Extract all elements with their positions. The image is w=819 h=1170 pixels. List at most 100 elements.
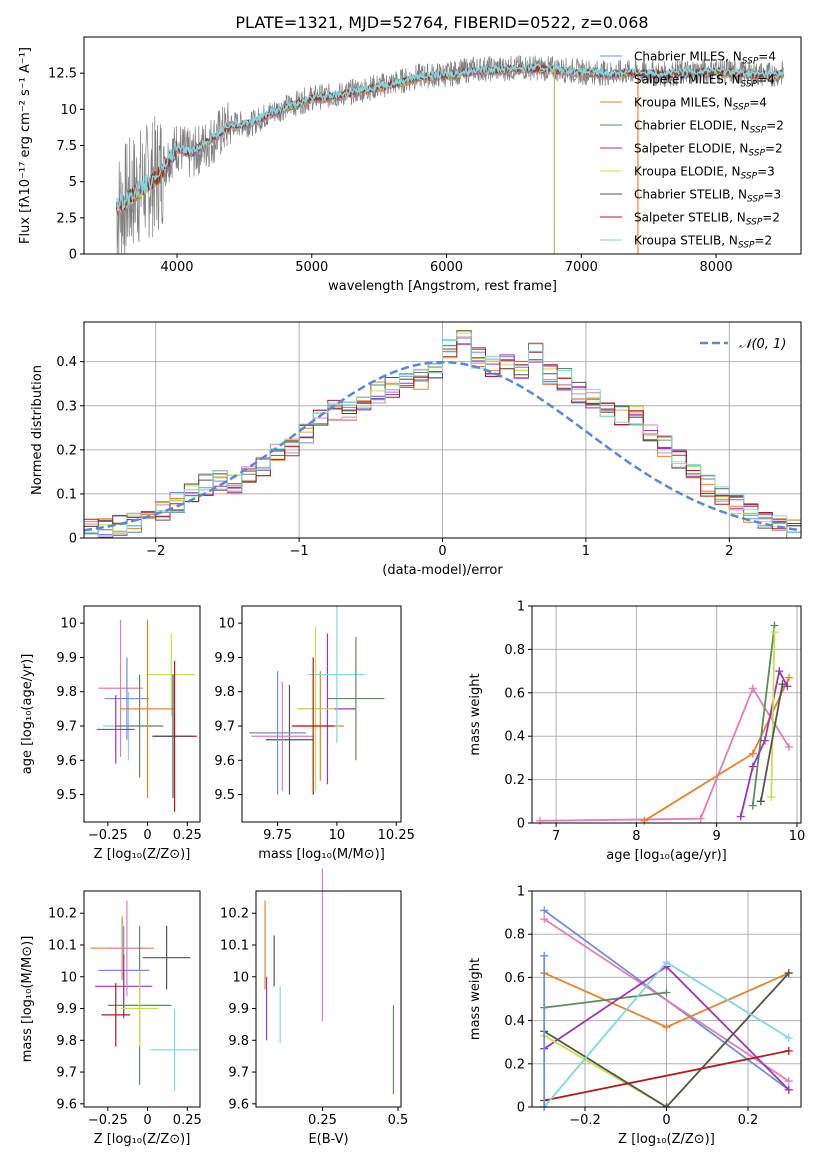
- weight-series: [540, 915, 793, 1086]
- y-tick-label: 9.9: [228, 1002, 249, 1017]
- y-tick-label: 10: [60, 617, 77, 632]
- weight-marker: [540, 906, 549, 915]
- panel-z_vs_age: −0.25 0 0.25 9.5 9.6 9.7 9.8 9.9 10 Z [log₁₀(Z/Z⊙…: [20, 605, 202, 862]
- weight-series: [756, 680, 787, 806]
- y-axis-label: Normed distribution: [30, 365, 45, 495]
- x-tick-label: 8: [632, 829, 640, 844]
- data-point: [115, 674, 164, 778]
- weight-marker: [784, 1085, 793, 1094]
- plot-area: [264, 868, 395, 1095]
- x-tick-label: −1: [290, 544, 309, 559]
- y-tick-label: 9.7: [56, 1066, 77, 1081]
- weight-marker: [540, 915, 549, 924]
- x-tick-label: 9.75: [263, 828, 292, 843]
- plot-area: [96, 619, 197, 812]
- x-axis-label: mass [log₁₀(M/M⊙)]: [258, 847, 385, 862]
- x-tick-label: −0.25: [88, 828, 128, 843]
- y-tick-label: 0.6: [504, 971, 525, 986]
- y-tick-label: 5: [69, 175, 77, 190]
- panel-weight_vs_age: 7 8 9 10 0 0.2 0.4 0.6 0.8 1 age [log₁₀(age/yr)] ma…: [468, 600, 805, 864]
- x-tick-label: 0: [143, 828, 151, 843]
- weight-marker: [536, 816, 545, 825]
- axes-frame: [241, 605, 402, 823]
- y-tick-label: 9.8: [214, 685, 235, 700]
- y-tick-label: 9.7: [228, 1066, 249, 1081]
- weight-marker: [784, 1033, 793, 1042]
- y-tick-label: 0.3: [56, 399, 77, 414]
- y-tick-label: 10: [60, 103, 77, 118]
- weight-series: [640, 673, 793, 825]
- weight-marker: [662, 958, 671, 967]
- weight-series: [536, 684, 793, 825]
- x-axis-label: age [log₁₀(age/yr)]: [606, 848, 727, 863]
- weight-marker: [748, 749, 757, 758]
- data-point: [296, 626, 335, 792]
- histogram-series: [83, 336, 801, 538]
- data-point: [120, 619, 175, 798]
- y-tick-label: 1: [517, 885, 525, 900]
- histogram-series: [83, 337, 801, 538]
- weight-marker: [767, 792, 776, 801]
- y-tick-label: 0.4: [504, 730, 525, 745]
- y-tick-label: 9.6: [228, 1097, 249, 1112]
- x-tick-label: 0.25: [308, 1113, 337, 1128]
- spectrum-legend: Chabrier MILES, NSSP=4 Salpeter MILES, NS…: [600, 50, 784, 251]
- data-point: [265, 684, 314, 795]
- panel-z_vs_mass: −0.25 0 0.25 9.6 9.7 9.8 9.9 10 10.1 10.2 Z [log₁₀…: [20, 890, 202, 1147]
- y-tick-label: 0.8: [504, 643, 525, 658]
- panel-spectrum: 4000 5000 6000 7000 8000 0 2.5 5 7.5 10 12.5 wavele…: [18, 36, 802, 294]
- y-axis-label: mass [log₁₀(M/M⊙)]: [20, 936, 35, 1063]
- weight-line: [751, 625, 776, 806]
- model-spectrum: [115, 61, 785, 211]
- y-tick-label: 10.1: [48, 939, 77, 954]
- legend-label: 𝒩(0, 1): [739, 337, 786, 352]
- weight-marker: [748, 762, 757, 771]
- panel-ebv_vs_mass: 0.25 0.5 9.6 9.7 9.8 9.9 10 10.1 10.2 E(B-V): [220, 868, 408, 1147]
- weight-series: [736, 667, 792, 821]
- data-point: [120, 970, 159, 1047]
- data-point: [104, 657, 150, 740]
- y-tick-label: 2.5: [56, 211, 77, 226]
- panel-weight_vs_z: −0.2 0 0.2 0 0.2 0.4 0.6 0.8 1 Z [log₁₀(Z/Z⊙)] mas…: [468, 885, 802, 1147]
- weight-line: [760, 683, 784, 802]
- axes-frame: [83, 890, 201, 1108]
- weight-marker: [748, 801, 757, 810]
- data-point: [142, 925, 191, 990]
- axes-frame: [531, 605, 802, 824]
- y-tick-label: 9.7: [56, 720, 77, 735]
- y-tick-label: 9.9: [214, 651, 235, 666]
- legend-label: Salpeter MILES, NSSP=4: [634, 73, 775, 90]
- x-tick-label: 9: [713, 829, 721, 844]
- x-tick-label: 0: [662, 1113, 670, 1128]
- weight-marker: [760, 736, 769, 745]
- y-tick-label: 0: [69, 532, 77, 547]
- y-tick-label: 0.8: [504, 928, 525, 943]
- y-tick-label: 9.8: [56, 1034, 77, 1049]
- y-tick-label: 0.2: [504, 1057, 525, 1072]
- x-tick-label: 2: [725, 544, 733, 559]
- data-point: [153, 674, 193, 798]
- y-tick-label: 0: [517, 1101, 525, 1116]
- data-point: [291, 657, 335, 795]
- plot-area: [115, 55, 785, 254]
- y-tick-label: 0.6: [504, 686, 525, 701]
- legend-label: Chabrier MILES, NSSP=4: [634, 50, 776, 67]
- x-axis-label: (data-model)/error: [382, 563, 503, 578]
- y-tick-label: 9.6: [214, 754, 235, 769]
- weight-marker: [662, 988, 671, 997]
- weight-line: [544, 991, 667, 1009]
- x-tick-label: 0.25: [173, 1113, 202, 1128]
- y-tick-label: 0.2: [56, 443, 77, 458]
- legend-label: Chabrier ELODIE, NSSP=2: [634, 119, 784, 136]
- y-tick-label: 10: [60, 970, 77, 985]
- weight-series: [767, 628, 779, 801]
- x-axis-label: wavelength [Angstrom, rest frame]: [328, 279, 557, 294]
- plot-area: 𝒩(0, 1): [83, 330, 802, 539]
- y-tick-label: 10.1: [220, 939, 249, 954]
- y-tick-label: 10: [218, 617, 235, 632]
- x-tick-label: −0.25: [88, 1113, 128, 1128]
- x-axis-label: Z [log₁₀(Z/Z⊙)]: [94, 1132, 191, 1147]
- y-tick-label: 0.1: [56, 487, 77, 502]
- data-point: [249, 671, 307, 795]
- plot-area: [536, 621, 793, 825]
